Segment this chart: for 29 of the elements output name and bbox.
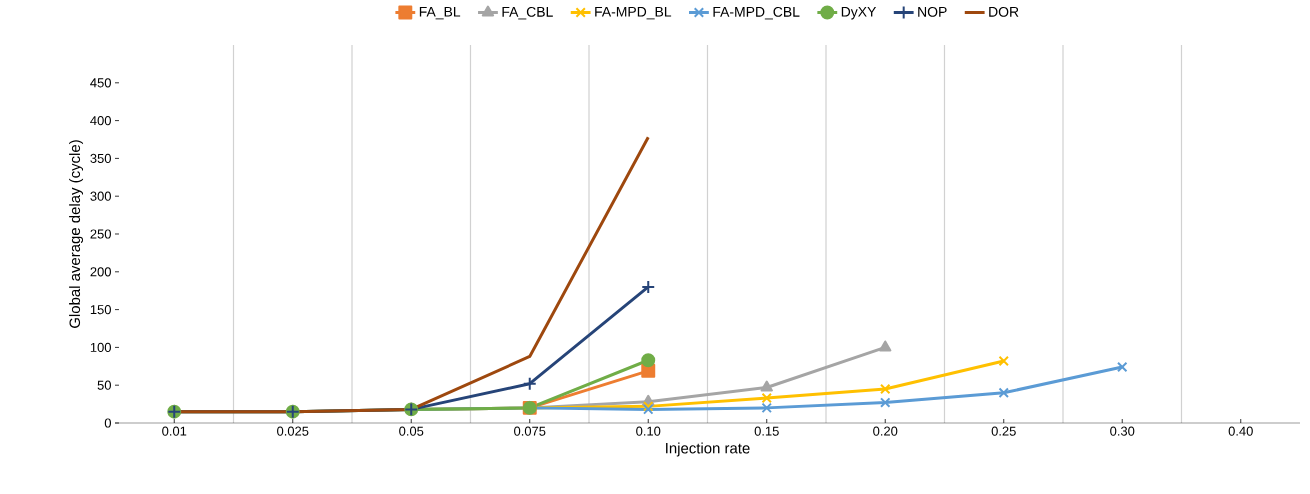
legend-label: NOP <box>918 6 947 17</box>
y-tick-label: 200 <box>90 267 111 277</box>
legend-label: DOR <box>989 6 1019 17</box>
x-tick-label: 0.01 <box>162 426 187 436</box>
legend-label: FA-MPD_CBL <box>713 6 800 20</box>
x-tick-label: 0.30 <box>1110 426 1135 436</box>
legend-label: DyXY <box>841 6 877 20</box>
y-tick-label: 150 <box>90 305 111 315</box>
x-tick-label: 0.10 <box>636 426 661 436</box>
legend-label: FA-MPD_BL <box>595 6 672 20</box>
x-tick-label: 0.075 <box>514 426 546 436</box>
legend-label: FA_BL <box>419 6 461 20</box>
y-tick-label: 50 <box>97 380 111 390</box>
y-tick-label: 350 <box>90 153 111 163</box>
x-tick-label: 0.25 <box>991 426 1016 436</box>
x-axis-title: Injection rate <box>666 442 750 457</box>
x-tick-label: 0.025 <box>277 426 309 436</box>
y-tick-label: 100 <box>90 342 111 352</box>
legend-label: FA_CBL <box>502 6 553 20</box>
y-tick-label: 450 <box>90 78 111 88</box>
y-tick-label: 250 <box>90 229 111 239</box>
y-tick-label: 400 <box>90 116 111 126</box>
x-tick-label: 0.05 <box>399 426 424 436</box>
y-tick-label: 0 <box>104 418 111 428</box>
y-tick-label: 300 <box>90 191 111 201</box>
x-tick-label: 0.20 <box>873 426 898 436</box>
x-tick-label: 0.15 <box>754 426 779 436</box>
x-tick-label: 0.40 <box>1228 426 1253 436</box>
y-axis-title: Global average delay (cycle) <box>69 140 84 328</box>
